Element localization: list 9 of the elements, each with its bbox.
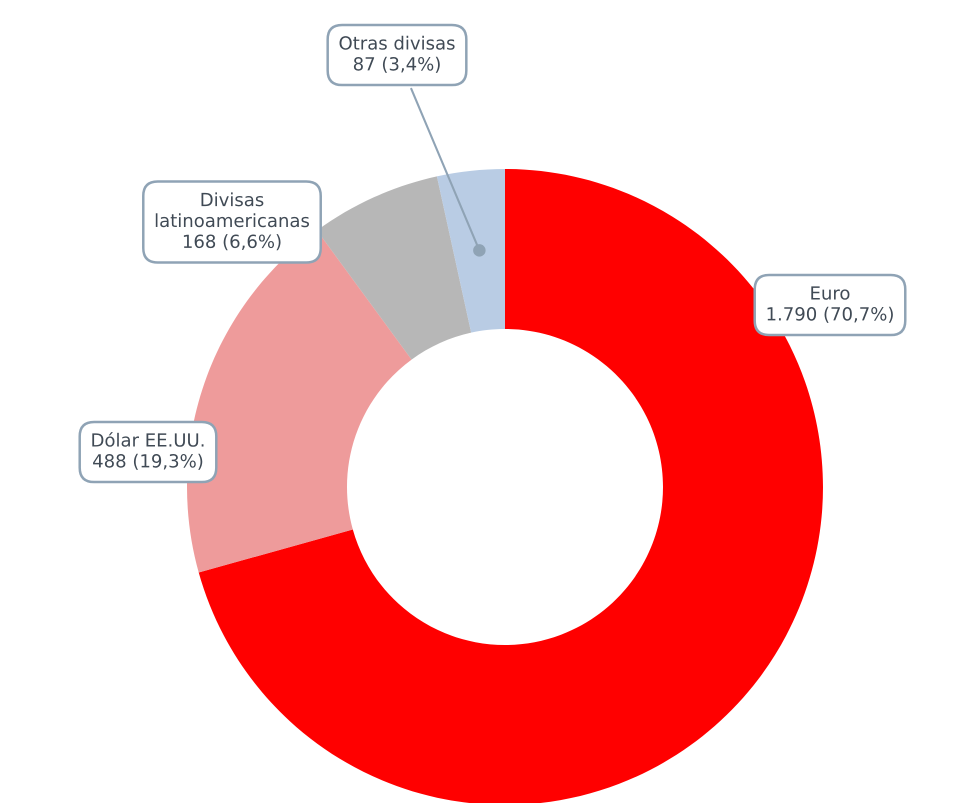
data-label: 1.790 (70,7%): [768, 306, 893, 323]
slice-label: Otras divisas: [340, 36, 455, 50]
slice-label: Euro: [811, 286, 850, 300]
slice-label: Divisas latinoamericanas: [156, 192, 310, 228]
data-label: 87 (3,4%): [354, 56, 440, 73]
data-label: 168 (6,6%): [184, 234, 281, 250]
slice-label: Dólar EE.UU.: [92, 432, 204, 447]
donut-slice: [436, 169, 505, 333]
data-label: 488 (19,3%): [93, 454, 202, 470]
